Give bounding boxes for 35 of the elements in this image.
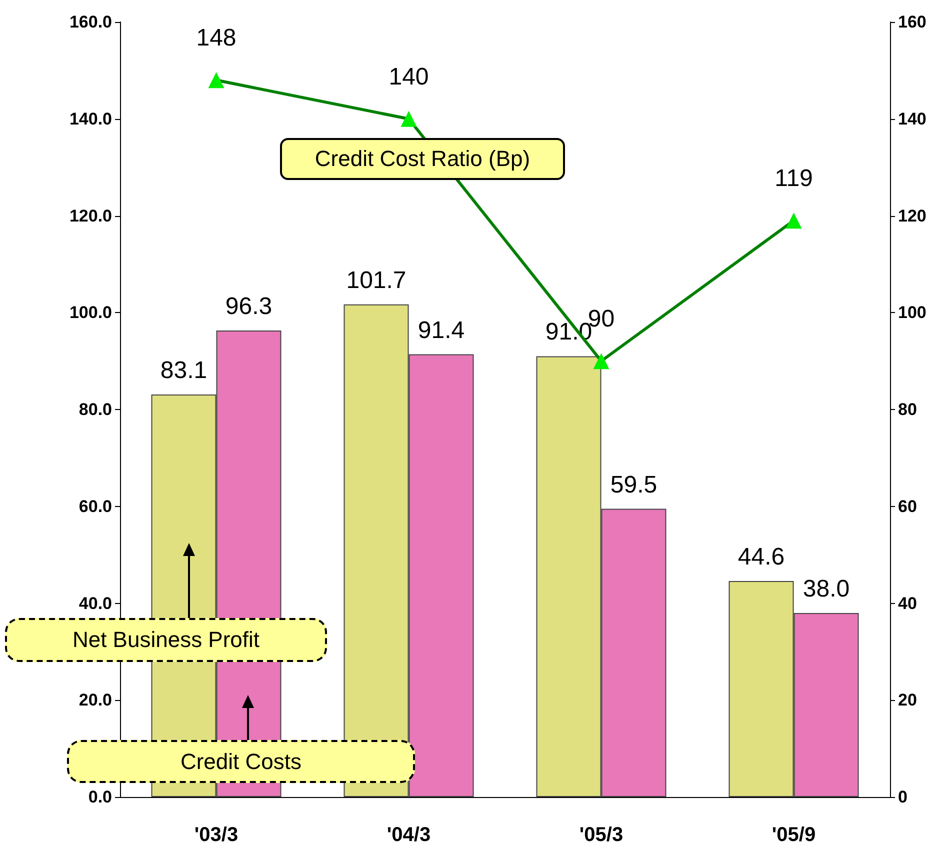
x-tick-label: '04/3 [386, 824, 431, 846]
callout-box: Credit Cost Ratio (Bp) [280, 138, 565, 180]
y-tick-label: 160.0 [69, 12, 112, 32]
y-tick-label: 120.0 [69, 206, 112, 226]
y2-tick-label: 140 [898, 109, 926, 128]
y2-tick-label: 20 [898, 690, 917, 710]
x-tick-label: '05/9 [772, 824, 816, 846]
callout-box: Net Business Profit [5, 618, 327, 662]
data-label: 119 [774, 165, 813, 192]
data-label: 101.7 [346, 266, 406, 294]
y2-tick-label: 120 [898, 206, 926, 226]
data-label: 44.6 [738, 543, 785, 570]
x-tick-label: '05/3 [579, 824, 624, 846]
data-label: 140 [388, 63, 429, 90]
data-label: 38.0 [802, 575, 850, 602]
y2-tick-label: 80 [898, 400, 917, 419]
data-label: 59.5 [610, 471, 658, 498]
data-label: 96.3 [225, 293, 272, 320]
y-tick-label: 0.0 [88, 788, 112, 806]
y-tick-label: 80.0 [78, 400, 112, 419]
y-tick-label: 40.0 [78, 594, 112, 613]
y-tick-label: 60.0 [78, 496, 112, 516]
y2-tick-label: 160 [898, 12, 926, 32]
y2-tick-label: 100 [898, 303, 926, 322]
y-tick-label: 20.0 [78, 690, 112, 710]
data-label: 83.1 [160, 356, 208, 384]
y2-tick-label: 40 [898, 594, 917, 613]
data-label: 91.4 [418, 316, 465, 344]
y-tick-label: 140.0 [69, 109, 112, 128]
x-tick-label: '03/3 [194, 824, 238, 846]
y2-tick-label: 0 [898, 788, 908, 806]
y-tick-label: 100.0 [69, 303, 112, 322]
callout-box: Credit Costs [67, 740, 415, 783]
y2-tick-label: 60 [898, 496, 917, 516]
data-label: 148 [196, 24, 236, 52]
